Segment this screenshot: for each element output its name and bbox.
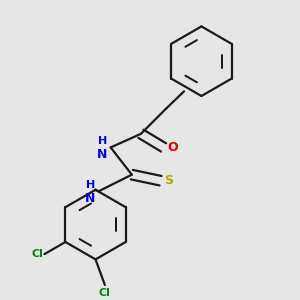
Text: Cl: Cl [31, 249, 43, 259]
Text: N: N [85, 192, 95, 205]
Text: O: O [167, 141, 178, 154]
Text: Cl: Cl [99, 288, 111, 298]
Text: H: H [98, 136, 108, 146]
Text: S: S [164, 174, 173, 187]
Text: H: H [86, 180, 95, 190]
Text: N: N [97, 148, 108, 161]
